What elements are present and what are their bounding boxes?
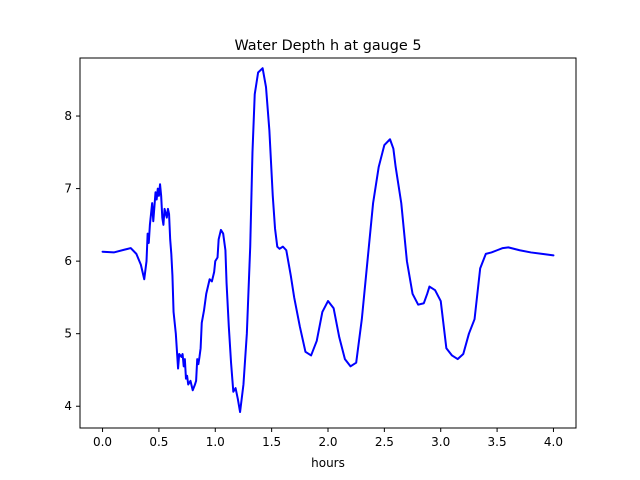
x-tick-label: 1.5 — [262, 435, 281, 449]
x-axis: 0.0 0.5 1.0 1.5 2.0 2.5 3.0 3.5 4.0 — [93, 428, 563, 449]
chart-title: Water Depth h at gauge 5 — [234, 38, 421, 54]
series-line — [101, 67, 555, 414]
x-axis-label: hours — [311, 456, 345, 470]
y-tick-label: 4 — [64, 399, 72, 413]
x-tick-label: 2.5 — [375, 435, 394, 449]
x-tick-label: 2.0 — [318, 435, 337, 449]
x-tick-label: 3.5 — [488, 435, 507, 449]
y-tick-label: 8 — [64, 109, 72, 123]
y-tick-label: 6 — [64, 254, 72, 268]
x-tick-label: 4.0 — [544, 435, 563, 449]
x-tick-label: 0.5 — [149, 435, 168, 449]
y-tick-label: 5 — [64, 327, 72, 341]
y-axis: 4 5 6 7 8 — [64, 109, 80, 413]
x-tick-label: 1.0 — [206, 435, 225, 449]
x-tick-label: 3.0 — [431, 435, 450, 449]
y-tick-label: 7 — [64, 182, 72, 196]
x-tick-label: 0.0 — [93, 435, 112, 449]
